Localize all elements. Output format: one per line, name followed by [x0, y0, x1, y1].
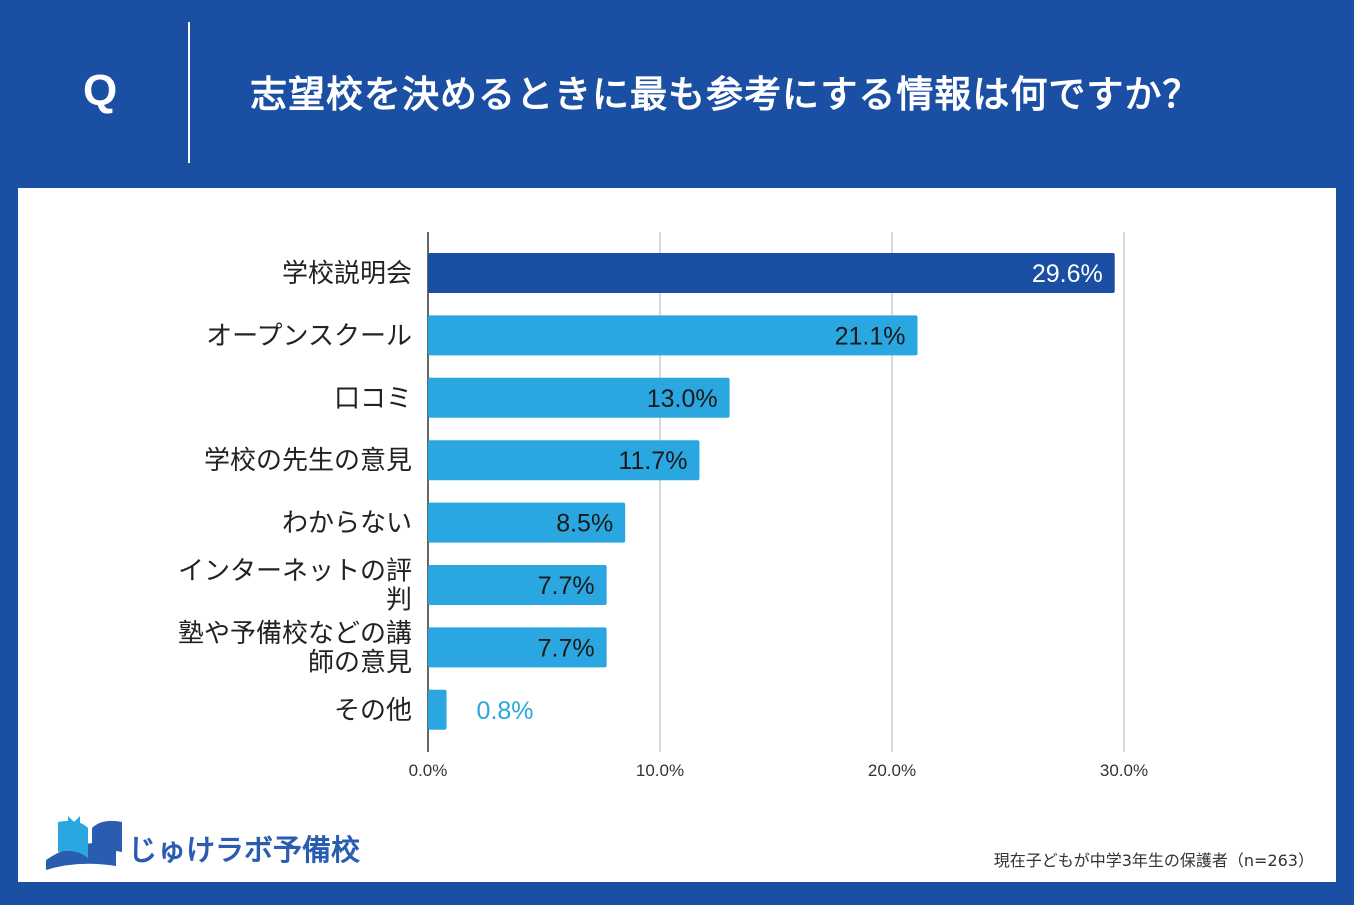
category-label: わからない [282, 509, 412, 539]
header: Q 志望校を決めるときに最も参考にする情報は何ですか？ [0, 0, 1354, 188]
category-label: 口コミ [334, 384, 412, 414]
data-label: 0.8% [477, 697, 534, 725]
bar [428, 565, 607, 605]
x-tick-label: 10.0% [636, 761, 684, 780]
bar [428, 502, 626, 543]
category-label: 学校の先生の意見 [204, 446, 412, 476]
header-divider [188, 22, 190, 163]
bar [428, 440, 700, 481]
x-tick-label: 0.0% [409, 761, 448, 780]
data-label: 7.7% [538, 634, 595, 662]
bar [428, 315, 918, 356]
data-label: 7.7% [538, 572, 595, 600]
bar [428, 377, 730, 418]
x-tick-label: 20.0% [868, 761, 916, 780]
category-label: 判 [386, 586, 412, 616]
question-title: 志望校を決めるときに最も参考にする情報は何ですか？ [250, 73, 1201, 116]
data-label: 21.1% [835, 322, 906, 350]
bar [428, 689, 447, 730]
q-mark: Q [83, 66, 118, 115]
category-label: 学校説明会 [282, 259, 412, 289]
category-label: 塾や予備校などの講 [178, 619, 412, 649]
logo-text: じゅけラボ予備校 [128, 833, 361, 867]
category-label: オープンスクール [206, 321, 412, 351]
x-tick-label: 30.0% [1100, 761, 1148, 780]
category-label: 師の意見 [308, 648, 412, 678]
category-label: その他 [334, 696, 412, 726]
open-book-icon [46, 816, 122, 870]
category-label: インターネットの評 [178, 557, 412, 587]
source-note: 現在子どもが中学3年生の保護者（n=263） [993, 851, 1314, 870]
data-label: 13.0% [647, 385, 718, 413]
data-label: 11.7% [618, 447, 687, 475]
data-label: 8.5% [556, 510, 613, 538]
bar [428, 253, 1115, 293]
chart-panel [18, 188, 1336, 882]
bar [428, 627, 607, 668]
data-label: 29.6% [1032, 260, 1103, 288]
